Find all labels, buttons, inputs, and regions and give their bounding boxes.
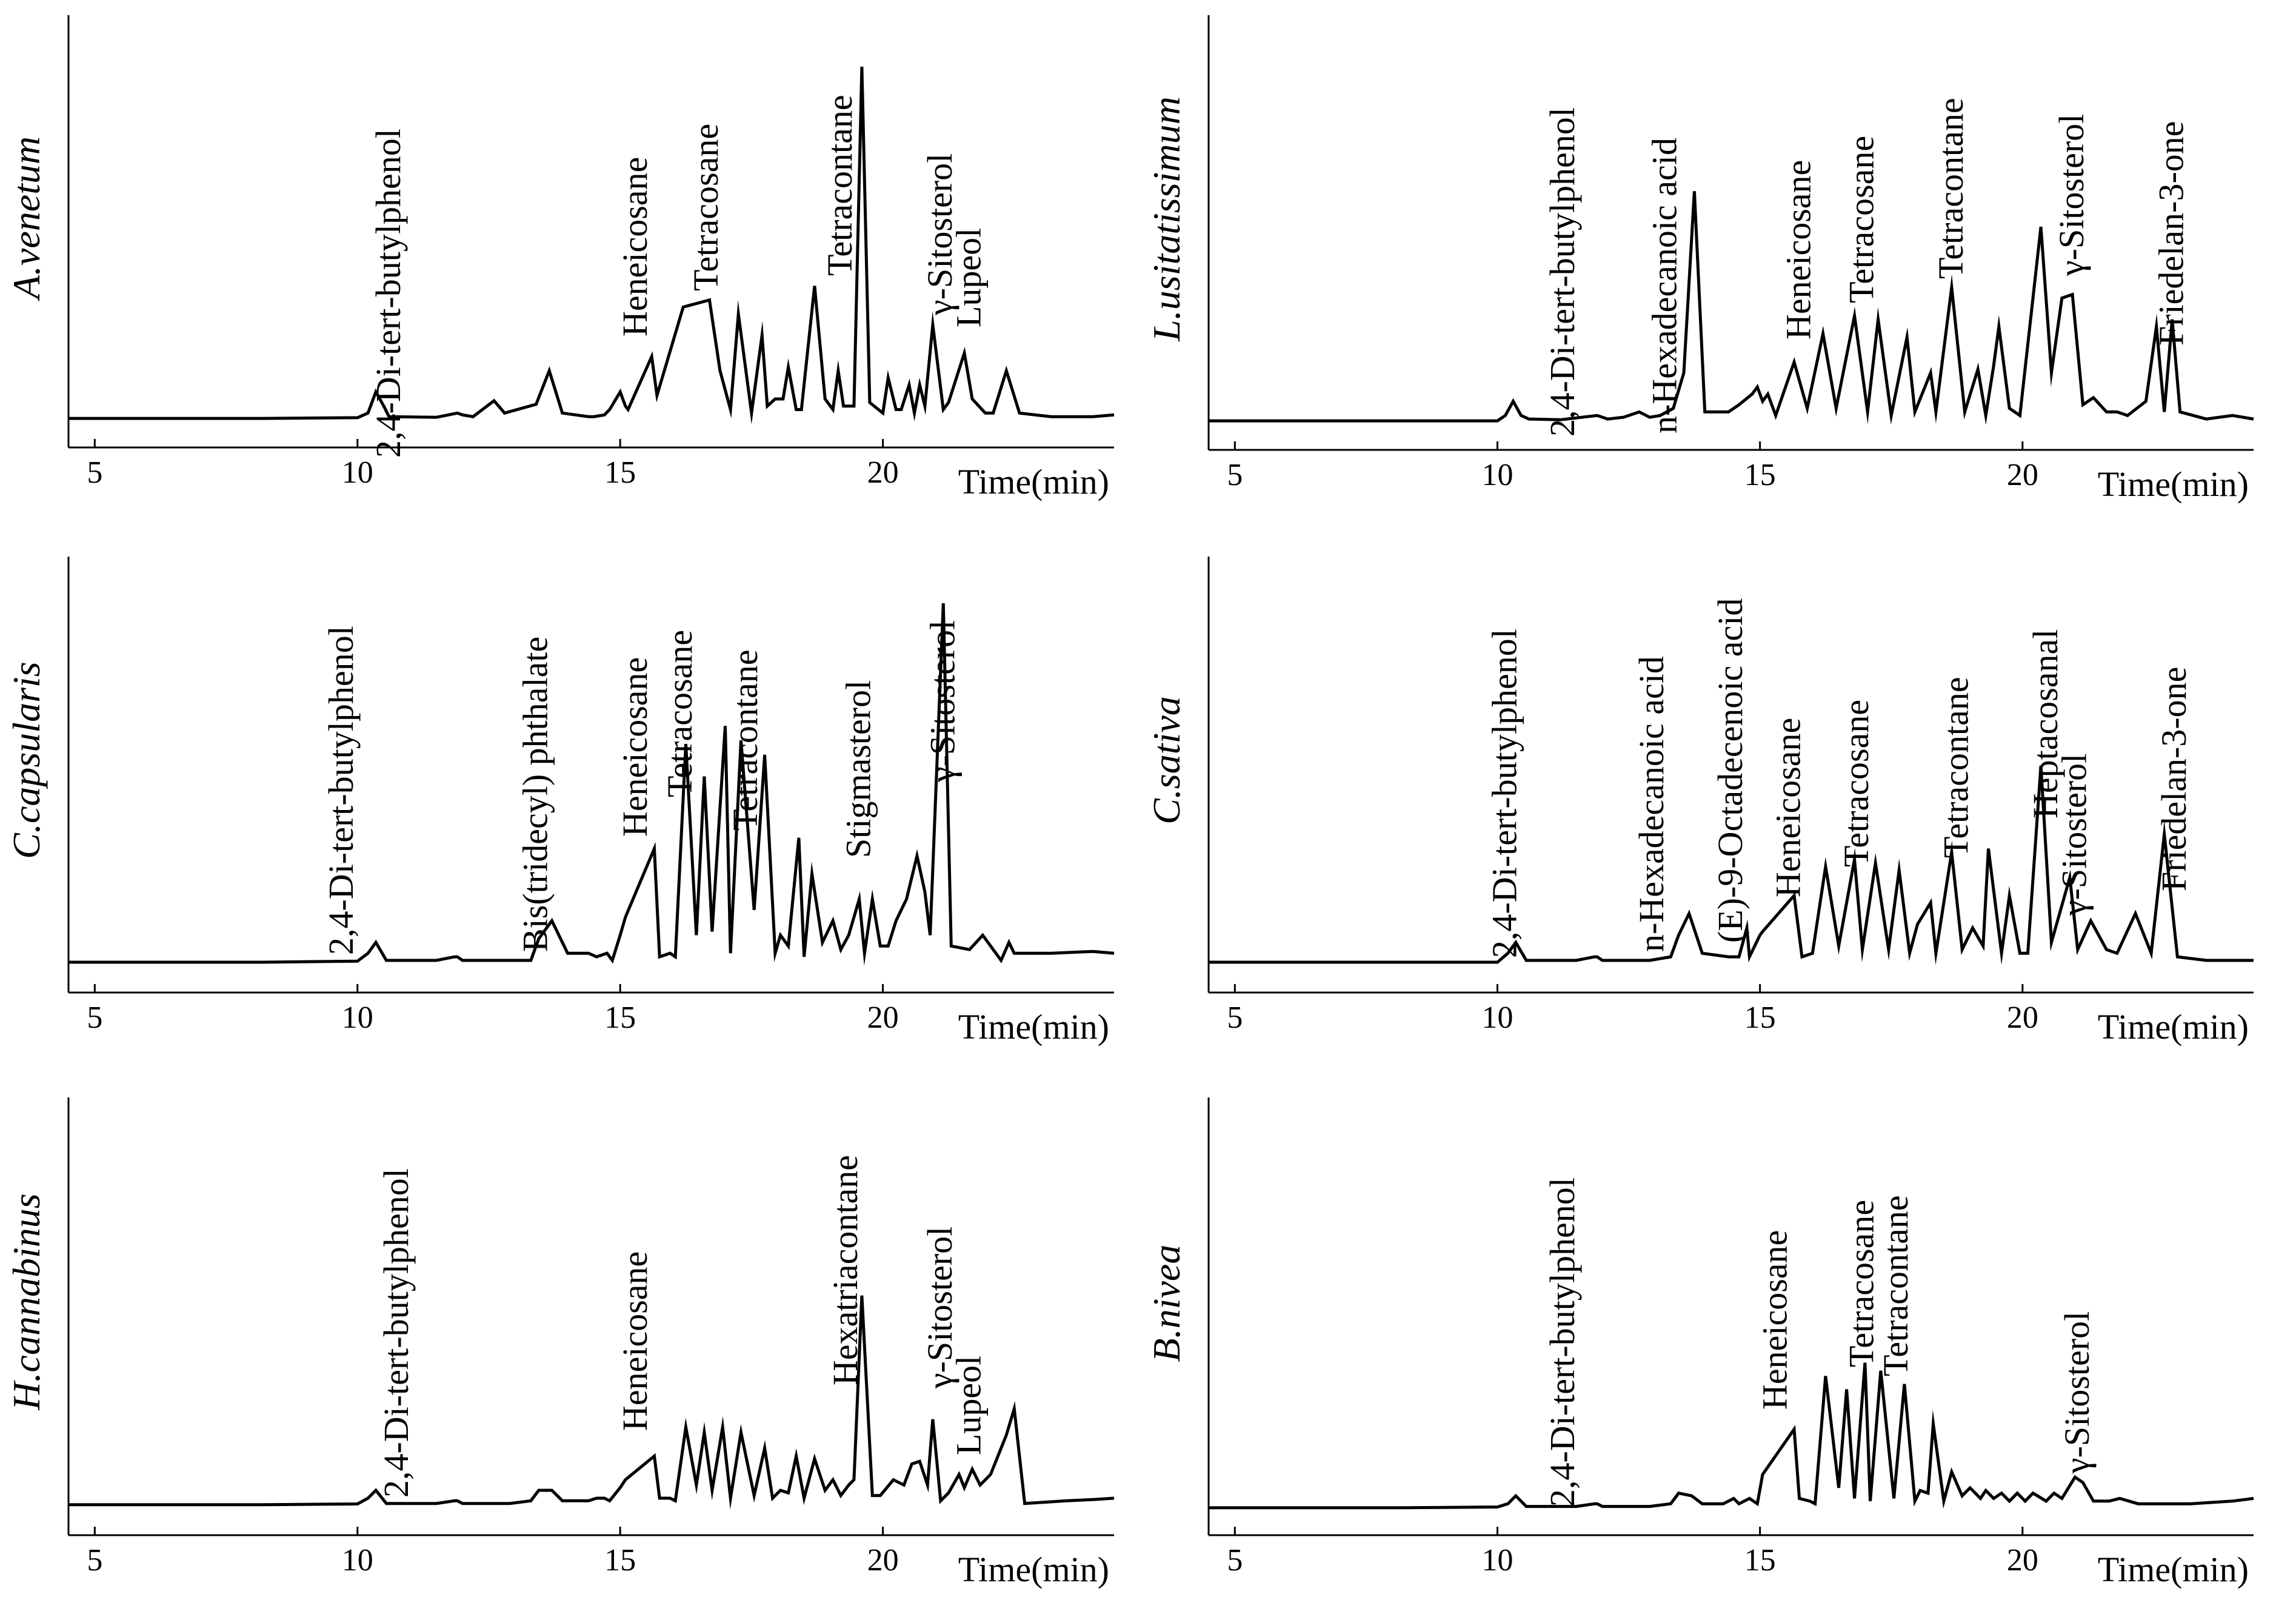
x-tick-label: 15 (604, 1000, 636, 1035)
x-tick-label: 15 (604, 1543, 636, 1578)
peak-label: Tetracosane (1842, 1200, 1881, 1367)
peak-label: 2,4-Di-tert-butylphenol (376, 1168, 416, 1498)
chromatogram-trace (1209, 191, 2254, 425)
chart-panel-a-venetum: 5 10 15 20 Time(min) A.venetum 2,4-Di-tert-but… (5, 15, 1115, 501)
peak-label: 2,4-Di-tert-butylphenol (1484, 629, 1524, 958)
x-tick-label: 5 (87, 1543, 102, 1578)
peak-label: γ-Sitosterol (923, 620, 962, 783)
peak-label: Heptacosanal (2026, 629, 2065, 819)
species-label: L.usitatissimum (1145, 96, 1188, 342)
peak-label: Lupeol (949, 228, 989, 327)
peak-label: γ-Sitosterol (2052, 114, 2091, 276)
x-tick-label: 15 (1744, 1543, 1776, 1578)
x-tick-label: 10 (1481, 458, 1513, 492)
x-tick-label: 5 (1227, 458, 1243, 492)
species-label: C.sativa (1145, 696, 1188, 825)
chart-panel-h-cannabinus: 5 10 15 20 Time(min) H.cannabinus 2,4-Di-tert-… (5, 1097, 1115, 1589)
x-tick-label: 15 (604, 455, 636, 490)
x-axis-title: Time(min) (958, 1550, 1109, 1589)
chart-panel-c-capsularis: 5 10 15 20 Time(min) C.capsularis 2,4-Di-tert-… (5, 557, 1115, 1046)
peak-label: Lupeol (949, 1356, 989, 1455)
chromatogram-trace (68, 66, 1115, 425)
x-tick-label: 20 (2007, 1000, 2038, 1035)
species-label: A.venetum (5, 136, 48, 301)
x-axis-title: Time(min) (2098, 1007, 2249, 1046)
x-tick-label: 10 (342, 1000, 373, 1035)
peak-label: 2,4-Di-tert-butylphenol (369, 129, 408, 458)
x-tick-label: 5 (87, 1000, 102, 1035)
peak-label: Tetracosane (686, 124, 726, 291)
peak-label: Tetracosane (660, 630, 699, 797)
peak-label: 2,4-Di-tert-butylphenol (1543, 1177, 1582, 1507)
peak-label: Tetracontane (1876, 1195, 1915, 1376)
x-tick-label: 5 (87, 455, 102, 490)
x-tick-label: 5 (1227, 1543, 1243, 1578)
peak-label: Heneicosane (1755, 1230, 1795, 1410)
chromatogram-trace (1209, 1362, 2254, 1510)
x-axis-title: Time(min) (2098, 1550, 2249, 1589)
peak-label: Heneicosane (615, 157, 655, 337)
peak-label: Bis(tridecyl) phthalate (515, 637, 555, 952)
chart-panel-c-sativa: 5 10 15 20 Time(min) C.sativa 2,4-Di-tert-buty… (1145, 557, 2254, 1046)
peak-label: n-Hexadecanoic acid (1645, 138, 1684, 434)
peak-label: Tetracosane (1837, 700, 1876, 867)
peak-label: Hexatriacontane (826, 1155, 865, 1385)
peak-label: γ-Sitosterol (2057, 1311, 2097, 1474)
peak-label: γ-Sitosterol (920, 1227, 959, 1389)
peak-label: 2,4-Di-tert-butylphenol (1543, 107, 1582, 437)
chromatogram-trace (68, 603, 1115, 966)
x-tick-label: 20 (867, 455, 899, 490)
peak-label: γ-Sitosterol (920, 153, 959, 316)
x-tick-label: 10 (1481, 1000, 1513, 1035)
x-tick-label: 15 (1744, 1000, 1776, 1035)
peak-label: Heneicosane (1779, 160, 1818, 340)
x-axis-title: Time(min) (958, 1007, 1109, 1046)
x-axis-title: Time(min) (2098, 464, 2249, 504)
peak-label: Heneicosane (615, 1251, 655, 1431)
x-tick-label: 20 (867, 1000, 899, 1035)
x-axis-title: Time(min) (958, 462, 1109, 501)
species-label: C.capsularis (5, 661, 48, 859)
x-tick-label: 10 (342, 455, 373, 490)
peak-label: Tetracontane (820, 95, 859, 276)
peak-label: Tetracontane (1937, 677, 1976, 858)
x-tick-label: 20 (867, 1543, 899, 1578)
chromatogram-trace (1209, 765, 2254, 965)
peak-label: Heneicosane (1768, 718, 1807, 897)
x-tick-label: 20 (2007, 1543, 2038, 1578)
x-tick-label: 5 (1227, 1000, 1243, 1035)
x-tick-label: 20 (2007, 458, 2038, 492)
peak-label: Friedelan-3-one (2152, 121, 2191, 346)
x-tick-label: 15 (1744, 458, 1776, 492)
peak-label: Stigmasterol (839, 680, 878, 858)
chart-panel-l-usitatissimum: 5 10 15 20 Time(min) L.usitatissimum 2,4-Di-te… (1145, 15, 2254, 504)
species-label: B.nivea (1145, 1245, 1188, 1362)
peak-label: Friedelan-3-one (2154, 667, 2194, 891)
peak-label: (E)-9-Octadecenoic acid (1710, 598, 1750, 943)
chart-panels: 5 10 15 20 Time(min) A.venetum 2,4-Di-tert-but… (5, 15, 2254, 1589)
peak-label: 2,4-Di-tert-butylphenol (321, 626, 361, 955)
peak-label: Tetracosane (1842, 136, 1881, 303)
peak-label: Tetracontane (726, 649, 765, 831)
x-tick-label: 10 (342, 1543, 373, 1578)
species-label: H.cannabinus (5, 1193, 48, 1410)
peak-label: γ-Sitosterol (2054, 754, 2094, 916)
peak-label: Heneicosane (615, 657, 655, 837)
peak-label: n-Hexadecanoic acid (1632, 656, 1671, 952)
chromatogram-trace (68, 1295, 1115, 1510)
peak-label: Tetracontane (1931, 98, 1971, 279)
chart-panel-b-nivea: 5 10 15 20 Time(min) B.nivea 2,4-Di-tert-butyl… (1145, 1097, 2254, 1589)
x-tick-label: 10 (1481, 1543, 1513, 1578)
